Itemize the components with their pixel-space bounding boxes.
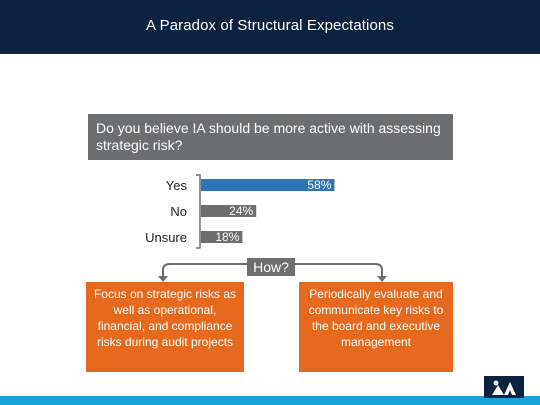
connector-arrow-left bbox=[158, 276, 168, 282]
title-bar: A Paradox of Structural Expectations bbox=[0, 0, 540, 54]
bars-group: Yes 58% No 24% Unsure 18% bbox=[145, 178, 335, 245]
category-label: Yes bbox=[166, 178, 188, 193]
answer-box-right: Periodically evaluate and communicate ke… bbox=[299, 282, 453, 372]
connector-arrow-right bbox=[377, 276, 387, 282]
category-label: Unsure bbox=[145, 230, 187, 245]
value-label: 24% bbox=[229, 204, 253, 218]
axis-bracket bbox=[196, 174, 201, 249]
bar-unsure bbox=[201, 231, 243, 243]
how-label: How? bbox=[247, 258, 295, 276]
value-label: 58% bbox=[307, 178, 331, 192]
slide-title: A Paradox of Structural Expectations bbox=[146, 17, 394, 34]
answer-box-left: Focus on strategic risks as well as oper… bbox=[86, 282, 244, 372]
category-label: No bbox=[170, 204, 187, 219]
footer-bar bbox=[0, 396, 540, 405]
bar-yes bbox=[201, 179, 335, 191]
iia-logo-icon bbox=[484, 376, 524, 398]
question-box: Do you believe IA should be more active … bbox=[88, 114, 453, 160]
bar-no bbox=[201, 205, 257, 217]
value-label: 18% bbox=[215, 230, 239, 244]
